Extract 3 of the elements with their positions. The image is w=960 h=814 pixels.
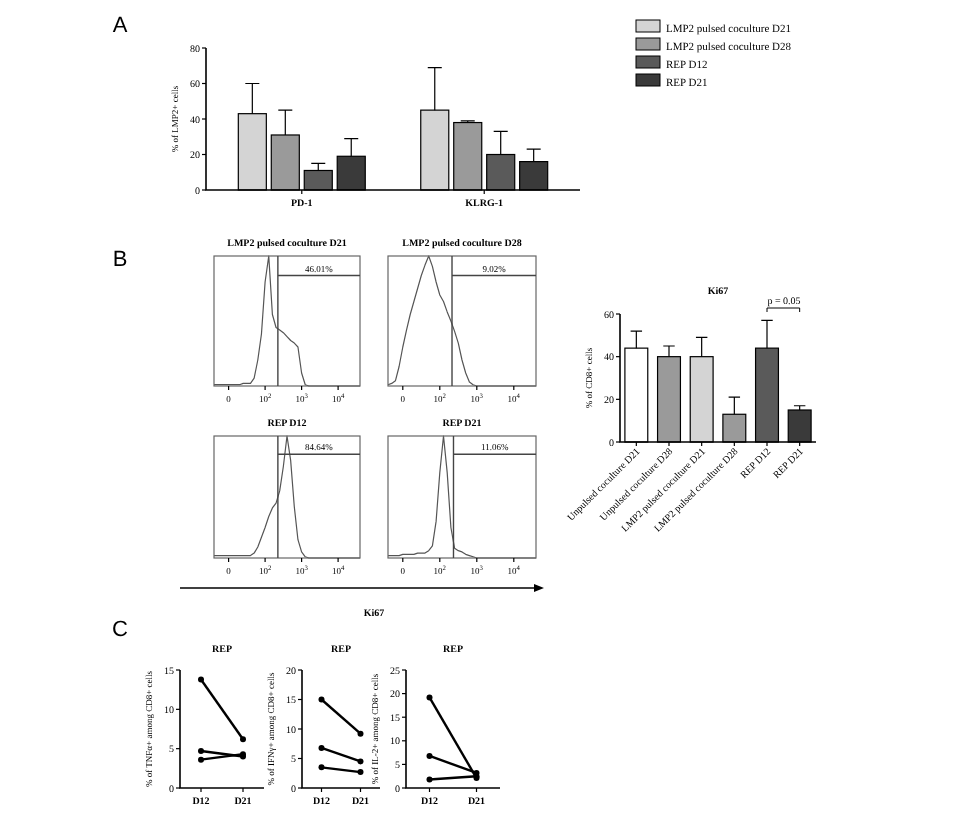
text: B [112,248,128,272]
text: A [112,14,129,38]
text: C [112,618,129,642]
